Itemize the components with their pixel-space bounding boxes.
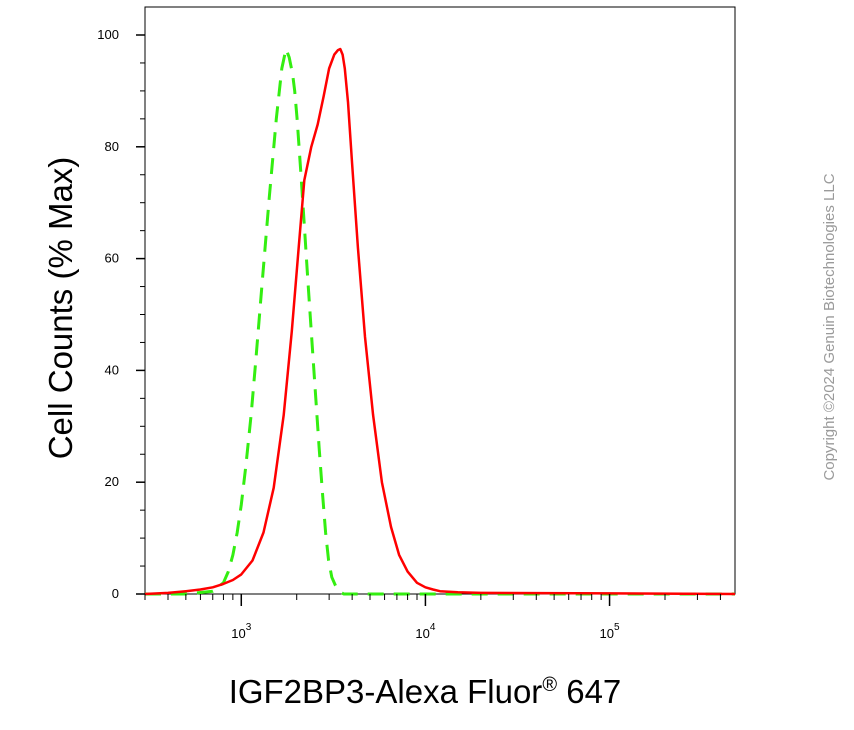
x-tick-label-exponent: 5 xyxy=(614,622,620,633)
x-tick-label-base: 10 xyxy=(415,626,429,641)
series-layer xyxy=(144,47,736,596)
x-axis-title-registered-mark: ® xyxy=(542,674,557,696)
series-line-control-dashed xyxy=(145,47,735,596)
x-tick-label: 105 xyxy=(600,622,620,641)
x-axis-title: IGF2BP3-Alexa Fluor® 647 xyxy=(229,673,622,710)
x-tick-label-base: 10 xyxy=(231,626,245,641)
y-tick-label: 80 xyxy=(105,139,119,154)
x-axis-title-suffix: 647 xyxy=(557,673,621,710)
y-tick-label: 0 xyxy=(112,586,119,601)
y-tick-label: 60 xyxy=(105,251,119,266)
x-axis-title-main: IGF2BP3-Alexa Fluor xyxy=(229,673,543,710)
plot-frame xyxy=(144,6,736,595)
axes-layer xyxy=(136,34,721,606)
x-tick-label: 104 xyxy=(415,622,435,641)
x-tick-label-exponent: 3 xyxy=(246,622,252,633)
copyright-watermark: Copyright ©2024 Genuin Biotechnologies L… xyxy=(821,173,838,480)
y-tick-label: 40 xyxy=(105,362,119,377)
y-tick-label: 20 xyxy=(105,474,119,489)
x-tick-label-base: 10 xyxy=(600,626,614,641)
series-line-sample-solid xyxy=(144,47,736,596)
x-tick-label: 103 xyxy=(231,622,251,641)
y-tick-label: 100 xyxy=(97,27,119,42)
y-axis-title: Cell Counts (% Max) xyxy=(42,157,79,460)
x-tick-label-exponent: 4 xyxy=(430,622,436,633)
